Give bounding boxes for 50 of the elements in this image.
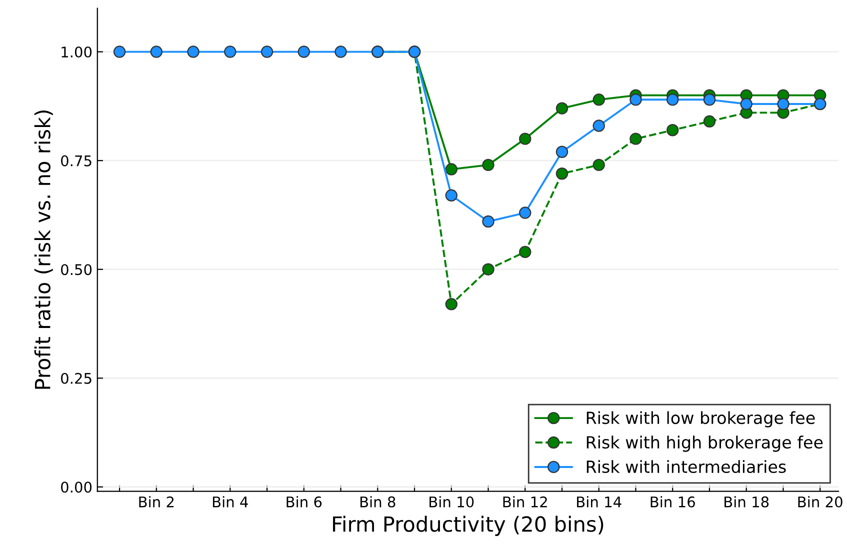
point: [592, 94, 605, 106]
point: [445, 189, 458, 202]
point: [592, 120, 605, 132]
point: [630, 132, 642, 145]
y-tick-label: 0.25: [61, 372, 92, 384]
x-tick-label: Bin 18: [724, 496, 769, 508]
point: [630, 94, 642, 106]
point: [556, 168, 568, 180]
x-tick-label: Bin 16: [650, 496, 695, 508]
point: [519, 206, 532, 219]
x-tick-label: Bin 6: [286, 496, 322, 508]
point: [556, 102, 568, 114]
x-axis-title: Firm Productivity (20 bins): [333, 516, 604, 536]
point: [334, 46, 347, 58]
x-tick-label: Bin 20: [798, 496, 842, 508]
point: [445, 298, 458, 310]
y-tick-label: 0.00: [61, 482, 92, 493]
y-tick-label: 0.75: [61, 155, 92, 166]
point: [224, 46, 236, 58]
point: [150, 46, 163, 58]
point: [592, 158, 605, 172]
legend-label: Risk with intermediaries: [586, 460, 786, 474]
point: [482, 158, 494, 172]
x-tick-label: Bin 14: [577, 496, 622, 508]
point: [777, 98, 790, 110]
point: [482, 263, 494, 276]
x-tick-label: Bin 12: [503, 496, 547, 508]
x-tick-label: Bin 8: [360, 496, 396, 508]
point: [666, 124, 679, 136]
point: [666, 94, 679, 106]
point: [556, 146, 568, 158]
point: [519, 132, 532, 145]
y-tick-label: 0.50: [61, 264, 92, 276]
x-tick-label: Bin 4: [212, 496, 248, 508]
x-tick-label: Bin 2: [139, 496, 174, 508]
point: [703, 94, 716, 106]
point: [482, 215, 494, 228]
legend-label: Risk with high brokerage fee: [586, 436, 823, 452]
y-axis-title: Profit ratio (risk vs. no risk): [34, 110, 53, 389]
point: [298, 46, 310, 58]
point: [187, 46, 200, 58]
point: [260, 46, 274, 58]
point: [445, 163, 458, 176]
y-tick-label: 1.00: [62, 46, 92, 58]
point: [740, 98, 752, 110]
point: [519, 246, 532, 258]
point: [703, 115, 716, 128]
point: [113, 46, 126, 58]
x-tick-label: Bin 10: [430, 496, 474, 508]
legend-label: Risk with low brokerage fee: [586, 411, 815, 428]
